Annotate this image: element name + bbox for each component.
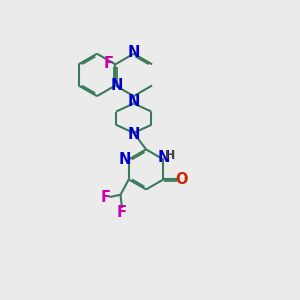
Text: N: N (128, 128, 140, 142)
Text: N: N (128, 45, 140, 60)
Text: H: H (165, 149, 175, 162)
Text: F: F (100, 190, 110, 205)
Text: N: N (128, 94, 140, 109)
Text: N: N (111, 78, 123, 93)
Text: N: N (119, 152, 131, 167)
Text: F: F (117, 205, 127, 220)
Text: O: O (176, 172, 188, 187)
Text: F: F (104, 56, 114, 71)
Text: N: N (157, 150, 170, 165)
